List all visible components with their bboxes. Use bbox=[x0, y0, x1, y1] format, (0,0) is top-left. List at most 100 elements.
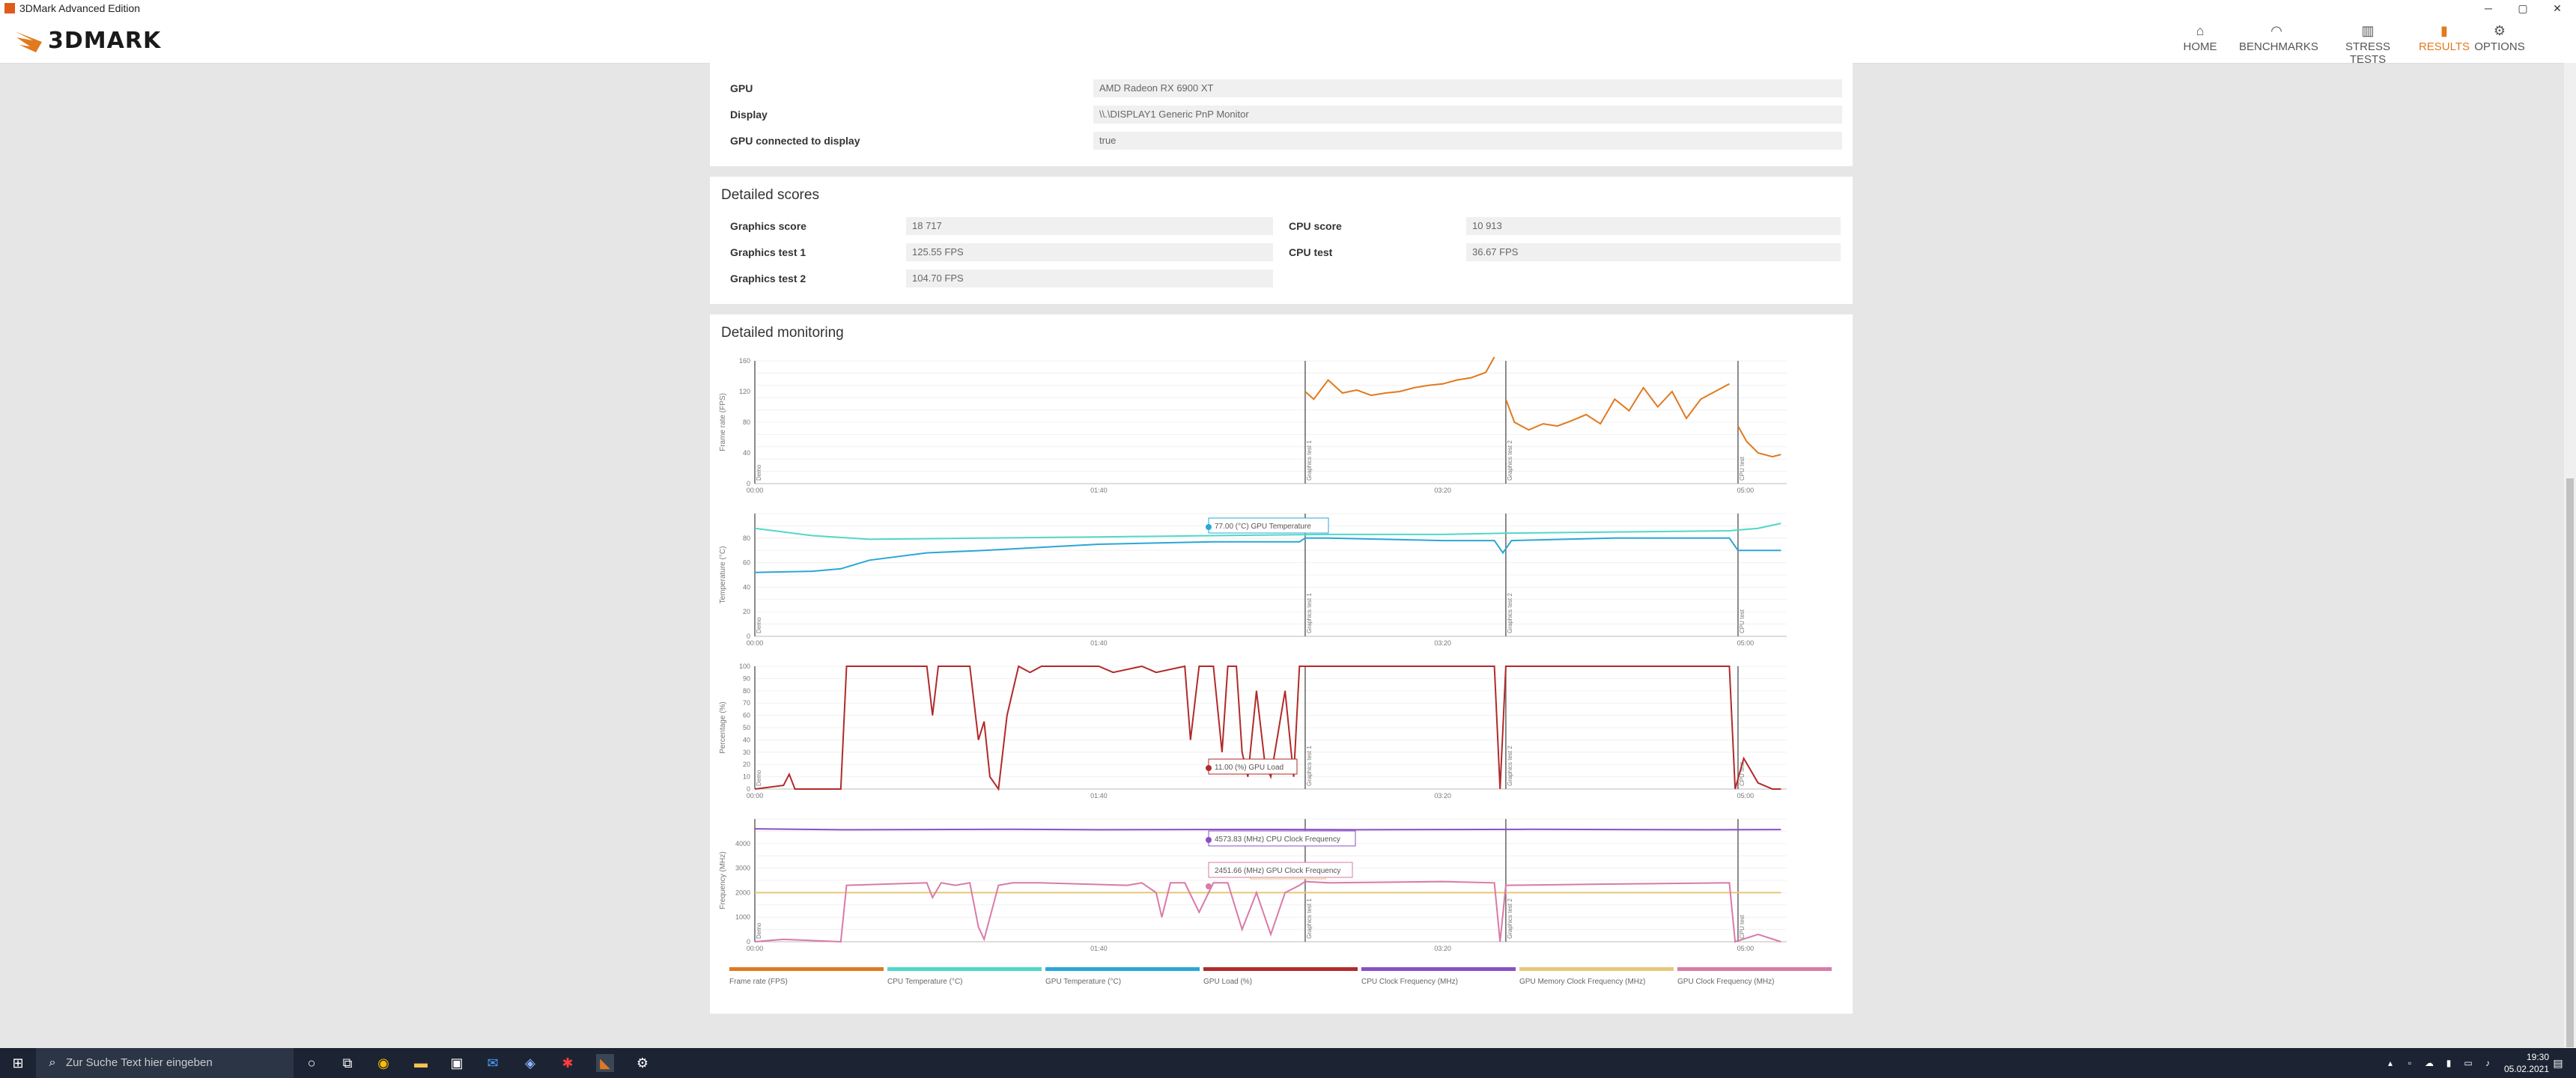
x-tick-label: 03:20 bbox=[1434, 792, 1451, 800]
nav-label: RESULTS bbox=[2418, 40, 2470, 53]
x-tick-label: 05:00 bbox=[1737, 487, 1755, 494]
chrome-icon[interactable]: ◉ bbox=[377, 1056, 389, 1071]
y-axis-label: Frame rate (FPS) bbox=[719, 393, 727, 451]
y-tick-label: 80 bbox=[743, 687, 750, 695]
legend-label: GPU Temperature (°C) bbox=[1045, 978, 1121, 986]
app-icon-red[interactable]: ✱ bbox=[562, 1056, 574, 1071]
y-axis-label: Frequency (MHz) bbox=[719, 851, 727, 909]
y-tick-label: 40 bbox=[743, 736, 750, 743]
nav-home[interactable]: ⌂ HOME bbox=[2163, 21, 2238, 60]
legend-swatch bbox=[1045, 967, 1200, 971]
x-tick-label: 00:00 bbox=[747, 945, 764, 952]
store-icon[interactable]: ▣ bbox=[450, 1056, 464, 1071]
y-tick-label: 1000 bbox=[735, 913, 750, 921]
system-info-label: Display bbox=[730, 109, 768, 121]
close-button[interactable]: ✕ bbox=[2553, 2, 2562, 14]
windows-start-icon[interactable]: ⊞ bbox=[12, 1056, 24, 1071]
tray-icon[interactable]: ▫ bbox=[2408, 1058, 2412, 1068]
y-tick-label: 20 bbox=[743, 761, 750, 768]
section-label: Graphics test 1 bbox=[1306, 593, 1313, 633]
taskbar-search[interactable]: ⌕ Zur Suche Text hier eingeben bbox=[36, 1048, 294, 1078]
tooltip-gpu-clock-box bbox=[1208, 862, 1353, 878]
x-tick-label: 05:00 bbox=[1737, 639, 1755, 647]
tray-icon-2[interactable]: ▮ bbox=[2446, 1058, 2452, 1068]
y-tick-label: 100 bbox=[739, 663, 750, 670]
volume-icon[interactable]: ♪ bbox=[2485, 1058, 2490, 1068]
y-tick-label: 4000 bbox=[735, 840, 750, 847]
app-icon-gear[interactable]: ⚙ bbox=[636, 1056, 649, 1071]
legend-swatch bbox=[1677, 967, 1832, 971]
y-tick-label: 0 bbox=[747, 785, 750, 793]
section-label: CPU test bbox=[1739, 761, 1746, 786]
legend-label: Frame rate (FPS) bbox=[729, 978, 788, 986]
nav-options[interactable]: ⚙ OPTIONS bbox=[2462, 21, 2537, 60]
network-icon[interactable]: ▭ bbox=[2464, 1058, 2473, 1068]
section-label: Demo bbox=[756, 770, 762, 786]
score-label: Graphics score bbox=[730, 220, 806, 232]
y-tick-label: 2000 bbox=[735, 889, 750, 896]
nav-label: HOME bbox=[2183, 40, 2217, 53]
minimize-button[interactable]: ─ bbox=[2485, 2, 2492, 14]
legend-label: CPU Temperature (°C) bbox=[887, 978, 963, 986]
y-tick-label: 50 bbox=[743, 724, 750, 731]
mail-icon[interactable]: ✉ bbox=[487, 1056, 499, 1071]
y-tick-label: 0 bbox=[747, 633, 750, 640]
notification-icon[interactable]: ▤ bbox=[2553, 1057, 2563, 1069]
y-tick-label: 60 bbox=[743, 559, 750, 567]
y-tick-label: 40 bbox=[743, 583, 750, 591]
maximize-button[interactable]: ▢ bbox=[2518, 2, 2528, 14]
y-tick-label: 40 bbox=[743, 449, 750, 457]
task-view-icon[interactable]: ⧉ bbox=[342, 1056, 353, 1071]
series-line bbox=[1737, 425, 1781, 458]
score-label: Graphics test 2 bbox=[730, 272, 806, 284]
section-label: Graphics test 1 bbox=[1306, 440, 1313, 481]
nav-benchmarks[interactable]: ◠ BENCHMARKS bbox=[2239, 21, 2318, 60]
detailed-scores-panel: Detailed scores Graphics score 18 717 Grap… bbox=[710, 177, 1853, 304]
file-explorer-icon[interactable]: ▬ bbox=[414, 1056, 428, 1071]
section-label: Graphics test 2 bbox=[1507, 746, 1513, 786]
section-label: Demo bbox=[756, 922, 762, 939]
y-tick-label: 0 bbox=[747, 480, 750, 487]
marker-gpu-temperature bbox=[1206, 524, 1212, 530]
y-tick-label: 70 bbox=[743, 699, 750, 707]
3dmark-taskbar-icon[interactable]: ◣ bbox=[596, 1054, 614, 1072]
section-label: Graphics test 1 bbox=[1306, 746, 1313, 786]
logo-flame-icon bbox=[15, 31, 42, 52]
detailed-monitoring-title: Detailed monitoring bbox=[721, 325, 844, 341]
y-axis-label: Percentage (%) bbox=[719, 701, 727, 753]
scrollbar-thumb[interactable] bbox=[2566, 478, 2574, 1047]
tooltip-gpu-temperature: 77.00 (°C) GPU Temperature bbox=[1215, 523, 1311, 531]
home-icon: ⌂ bbox=[2196, 23, 2205, 38]
scrollbar[interactable] bbox=[2564, 63, 2576, 1048]
gear-icon: ⚙ bbox=[2493, 23, 2506, 38]
taskbar-clock[interactable]: 19:30 05.02.2021 bbox=[2504, 1051, 2549, 1075]
cortana-icon[interactable]: ○ bbox=[307, 1056, 316, 1071]
logo[interactable]: 3DMARK bbox=[13, 25, 161, 55]
section-label: CPU test bbox=[1739, 609, 1746, 633]
score-label: CPU test bbox=[1289, 246, 1333, 258]
nav-label: BENCHMARKS bbox=[2239, 40, 2318, 53]
stress-tests-icon: ▥ bbox=[2361, 23, 2375, 38]
series-line bbox=[754, 523, 1781, 540]
app-icon-blue[interactable]: ◈ bbox=[525, 1056, 535, 1071]
monitoring-charts[interactable]: 0 40 80 120 160 Frame rate (FPS) 00:00 01:40 03:… bbox=[710, 314, 1853, 1014]
nav-stress-tests[interactable]: ▥ STRESS TESTS bbox=[2330, 21, 2405, 66]
series-line bbox=[1304, 356, 1495, 401]
onedrive-icon[interactable]: ☁ bbox=[2425, 1058, 2434, 1068]
section-label: Graphics test 1 bbox=[1306, 898, 1313, 939]
x-tick-label: 00:00 bbox=[747, 639, 764, 647]
nav-results[interactable]: ▮ RESULTS bbox=[2407, 21, 2482, 60]
score-value: 10 913 bbox=[1466, 217, 1841, 235]
section-label: CPU test bbox=[1739, 456, 1746, 481]
section-label: CPU test bbox=[1739, 914, 1746, 939]
legend-label: GPU Load (%) bbox=[1203, 978, 1252, 986]
tray-chevron-icon[interactable]: ▴ bbox=[2387, 1058, 2393, 1068]
score-label: CPU score bbox=[1289, 220, 1342, 232]
app-icon bbox=[4, 3, 15, 13]
nav-label: OPTIONS bbox=[2474, 40, 2525, 53]
legend-swatch bbox=[1519, 967, 1674, 971]
score-value: 18 717 bbox=[906, 217, 1273, 235]
marker-cpu-clock bbox=[1206, 837, 1212, 843]
series-line bbox=[754, 880, 1781, 943]
system-info-panel: GPU AMD Radeon RX 6900 XT Display \\.\DISPL… bbox=[710, 63, 1853, 166]
